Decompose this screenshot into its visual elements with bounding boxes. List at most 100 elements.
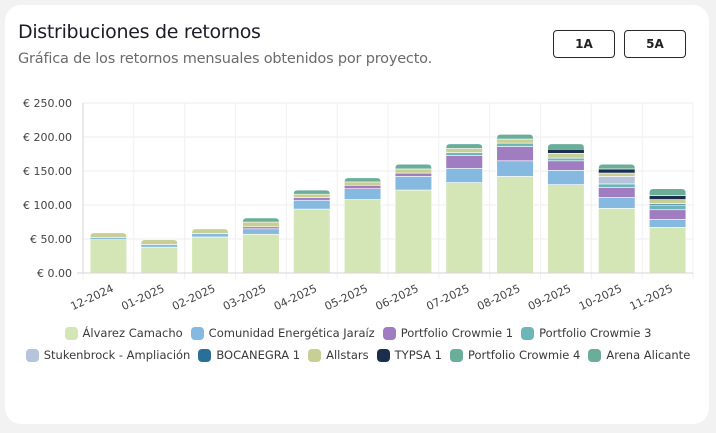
legend-item[interactable]: TYPSA 1 [376, 348, 442, 362]
bar-segment[interactable] [394, 168, 433, 174]
bar-segment[interactable] [547, 148, 585, 154]
bar-segment[interactable] [394, 163, 433, 170]
legend-label: BOCANEGRA 1 [216, 348, 301, 362]
legend-row: Álvarez Camacho Comunidad Energética Jara… [0, 322, 716, 344]
legend-swatch [64, 326, 78, 340]
bar-segment[interactable] [648, 188, 687, 196]
bar-segment[interactable] [343, 199, 382, 274]
card-subtitle: Gráfica de los retornos mensuales obteni… [18, 51, 432, 67]
bar-segment[interactable] [242, 228, 280, 235]
bar-segment[interactable] [89, 239, 128, 274]
legend-item[interactable]: Comunidad Energética Jaraíz [190, 326, 375, 340]
legend-item[interactable]: Portfolio Crowmie 3 [521, 326, 651, 340]
legend-item[interactable]: Portfolio Crowmie 4 [450, 348, 580, 362]
legend-label: Portfolio Crowmie 3 [539, 326, 652, 340]
bar-segment[interactable] [648, 209, 687, 220]
legend-item[interactable]: Stukenbrock - Ampliación [25, 348, 191, 362]
bar-segment[interactable] [343, 181, 382, 186]
bar-segment[interactable] [598, 163, 636, 170]
bar-segment[interactable] [648, 218, 687, 228]
legend: Álvarez Camacho Comunidad Energética Jara… [0, 322, 716, 366]
bar-segment[interactable] [191, 228, 229, 234]
bar-segment[interactable] [496, 146, 534, 162]
legend-label: Portfolio Crowmie 1 [400, 326, 514, 340]
bar-segment[interactable] [547, 160, 585, 171]
bar-segment[interactable] [140, 239, 178, 245]
y-tick-label: € 0.00 [37, 267, 72, 280]
bar-segment[interactable] [496, 133, 534, 140]
y-tick-label: € 150.00 [23, 165, 72, 178]
x-axis: 12-2024 01-2025 02-2025 03-2025 04-2025 05-20… [69, 272, 693, 313]
bar-segment[interactable] [394, 176, 433, 191]
bar-segment[interactable] [547, 143, 585, 150]
bar-segment[interactable] [598, 172, 636, 177]
bar-segment[interactable] [445, 148, 483, 153]
legend-swatch [382, 326, 396, 340]
bar-segment[interactable] [140, 244, 178, 248]
bar-segment[interactable] [496, 138, 534, 144]
bar-segment[interactable] [293, 199, 331, 210]
bar-segment[interactable] [598, 183, 636, 188]
bar-segment[interactable] [343, 177, 382, 183]
card-title: Distribuciones de retornos [18, 21, 261, 43]
legend-item[interactable]: Álvarez Camacho [64, 326, 183, 340]
legend-item[interactable]: Allstars [308, 348, 369, 362]
bar-segment[interactable] [293, 208, 331, 274]
x-tick-label: 02-2025 [170, 282, 217, 313]
legend-item[interactable]: Portfolio Crowmie 1 [382, 326, 514, 340]
x-tick-label: 07-2025 [424, 282, 471, 313]
x-tick-label: 01-2025 [119, 282, 166, 313]
x-tick-label: 10-2025 [577, 282, 624, 313]
legend-swatch [308, 348, 322, 362]
legend-row: Stukenbrock - Ampliación BOCANEGRA 1 Allst… [0, 344, 716, 366]
bar-segment[interactable] [445, 182, 483, 274]
bar-segment[interactable] [598, 197, 636, 209]
bar-segment[interactable] [293, 197, 331, 201]
bar-segment[interactable] [89, 237, 128, 240]
bar-segment[interactable] [445, 143, 483, 149]
bar-segment[interactable] [242, 217, 280, 223]
bar-segment[interactable] [547, 157, 585, 162]
bar-segment[interactable] [496, 160, 534, 177]
legend-item[interactable]: Arena Alicante [588, 348, 690, 362]
bar-segment[interactable] [293, 193, 331, 198]
bar-segment[interactable] [242, 221, 280, 228]
bar-segment[interactable] [445, 152, 483, 156]
legend-label: Arena Alicante [606, 348, 691, 362]
bar-segment[interactable] [648, 204, 687, 211]
range-1y-button[interactable]: 1A [553, 30, 615, 58]
bar-segment[interactable] [89, 232, 128, 238]
bar-segment[interactable] [140, 246, 178, 274]
bar-segment[interactable] [242, 233, 280, 274]
bar-segment[interactable] [547, 184, 585, 274]
legend-item[interactable]: BOCANEGRA 1 [198, 348, 300, 362]
bar-segment[interactable] [293, 189, 331, 195]
y-tick-label: € 200.00 [23, 131, 72, 144]
bar-segment[interactable] [242, 226, 280, 230]
range-5y-button[interactable]: 5A [624, 30, 686, 58]
bar-segment[interactable] [547, 170, 585, 185]
bar-segment[interactable] [394, 172, 433, 177]
bar-segment[interactable] [191, 233, 229, 238]
bar-segment[interactable] [547, 153, 585, 159]
bar-segment[interactable] [496, 176, 534, 274]
bar-segment[interactable] [394, 189, 433, 274]
bar-segment[interactable] [598, 168, 636, 174]
bar-segment[interactable] [648, 195, 687, 200]
bar-segment[interactable] [496, 142, 534, 147]
y-tick-label: € 100.00 [23, 199, 72, 212]
bar-segment[interactable] [445, 167, 483, 183]
legend-swatch [198, 348, 212, 362]
bar-segment[interactable] [343, 188, 382, 200]
bar-segment[interactable] [598, 176, 636, 185]
bars [89, 133, 687, 274]
legend-label: Stukenbrock - Ampliación [43, 348, 191, 362]
bar-segment[interactable] [445, 155, 483, 169]
bar-segment[interactable] [648, 227, 687, 274]
bar-segment[interactable] [648, 199, 687, 204]
legend-swatch [450, 348, 463, 362]
bar-segment[interactable] [191, 236, 229, 274]
bar-segment[interactable] [343, 184, 382, 189]
bar-segment[interactable] [598, 208, 636, 274]
bar-segment[interactable] [598, 187, 636, 198]
